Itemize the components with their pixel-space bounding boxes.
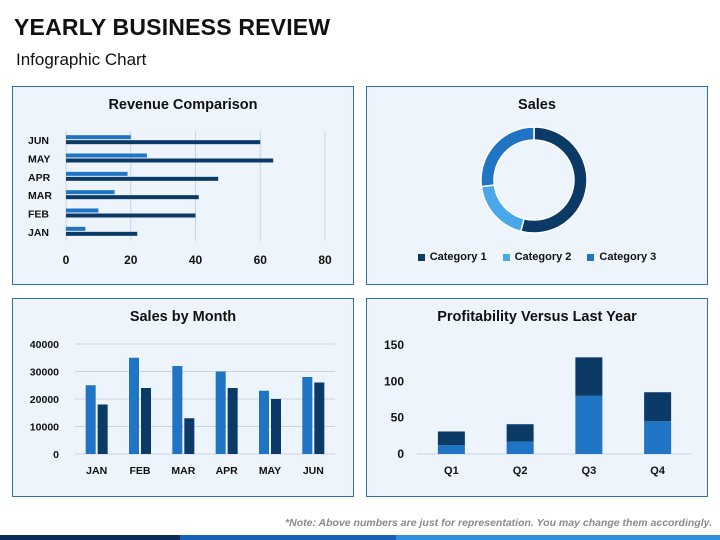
- bar-series-2: [66, 176, 219, 181]
- x-tick-label: 40: [189, 253, 203, 267]
- sales-by-month-title: Sales by Month: [129, 309, 237, 325]
- x-tick-label: 60: [254, 253, 268, 267]
- revenue-comparison-title: Revenue Comparison: [108, 97, 258, 113]
- bar-series-2: [141, 388, 151, 454]
- bar-series-2: [97, 404, 108, 454]
- legend-item-category-2: Category 2: [502, 251, 572, 263]
- bar-series-2: [66, 213, 196, 218]
- y-tick-label: 100: [384, 374, 404, 388]
- category-label: JUN: [28, 135, 49, 147]
- category-label: MAY: [28, 154, 50, 166]
- page-title: YEARLY BUSINESS REVIEW: [14, 14, 331, 40]
- y-tick-label: 0: [53, 449, 59, 461]
- x-tick-label: 20: [124, 253, 138, 267]
- footnote: *Note: Above numbers are just for repres…: [285, 517, 712, 529]
- bar-series-1: [66, 208, 99, 213]
- sales-donut-chart: [480, 126, 588, 234]
- legend-item-category-1: Category 1: [417, 251, 487, 263]
- bar-series-1: [129, 357, 139, 454]
- bar-series-2: [314, 382, 325, 454]
- category-label: FEB: [130, 465, 151, 477]
- y-tick-label: 0: [397, 447, 404, 461]
- category-label: APR: [28, 172, 51, 184]
- category-label: Q4: [650, 465, 666, 477]
- donut-slice-3: [480, 126, 535, 188]
- revenue-comparison-panel: Revenue Comparison 0 20 40 60 80 JAN FEB MAR APR…: [12, 86, 354, 285]
- bar-series-1: [575, 395, 603, 454]
- category-label: MAR: [28, 190, 52, 202]
- bar-series-1: [506, 441, 534, 454]
- x-tick-label: 80: [318, 253, 332, 267]
- bar-series-1: [66, 135, 131, 140]
- profitability-panel: Profitability Versus Last Year 0 50 100 150…: [366, 298, 708, 497]
- y-tick-label: 50: [391, 411, 405, 425]
- legend-item-category-3: Category 3: [587, 251, 656, 263]
- category-label: JAN: [86, 465, 107, 477]
- legend-label-category-1: Category 1: [429, 251, 487, 263]
- bar-series-2: [506, 424, 534, 442]
- y-tick-label: 30000: [30, 367, 59, 379]
- bar-series-2: [184, 418, 195, 454]
- profitability-title: Profitability Versus Last Year: [437, 309, 637, 325]
- category-label: Q3: [582, 465, 597, 477]
- bar-series-1: [85, 385, 96, 454]
- bar-series-2: [66, 140, 261, 145]
- legend-swatch-category-1: [417, 253, 425, 261]
- category-label: JAN: [28, 227, 49, 239]
- sales-legend: Category 1 Category 2 Category 3: [367, 251, 707, 263]
- y-tick-label: 20000: [30, 394, 59, 406]
- bar-series-2: [227, 388, 238, 454]
- page-subtitle: Infographic Chart: [16, 50, 147, 69]
- bar-series-1: [259, 390, 269, 454]
- revenue-comparison-chart: 0 20 40 60 80 JAN FEB MAR APR MAY JUN: [28, 131, 332, 267]
- legend-label-category-2: Category 2: [514, 251, 572, 263]
- bar-series-2: [437, 431, 465, 446]
- category-label: Q1: [444, 465, 459, 477]
- bar-series-1: [66, 171, 128, 176]
- donut-slice-2: [480, 184, 525, 233]
- bar-series-2: [271, 399, 281, 454]
- category-label: FEB: [28, 209, 49, 221]
- category-label: MAY: [259, 465, 281, 477]
- bottom-accent-bar: [0, 535, 720, 540]
- bar-series-2: [644, 392, 672, 422]
- sales-by-month-chart: 0 10000 20000 30000 40000 JAN FEB MAR APR MAY JUN: [30, 339, 335, 477]
- legend-label-category-3: Category 3: [599, 251, 657, 263]
- bar-series-2: [66, 195, 199, 200]
- y-tick-label: 150: [384, 338, 404, 352]
- sales-by-month-panel: Sales by Month 0 10000 20000 30000 40000 JAN F…: [12, 298, 354, 497]
- profitability-chart: 0 50 100 150 Q1 Q2 Q3 Q4: [384, 338, 692, 477]
- bar-series-2: [575, 357, 603, 396]
- bar-series-1: [644, 421, 672, 454]
- x-tick-label: 0: [63, 253, 70, 267]
- legend-swatch-category-2: [502, 253, 510, 261]
- category-label: MAR: [171, 465, 195, 477]
- category-label: Q2: [513, 465, 528, 477]
- sales-title: Sales: [518, 97, 556, 113]
- bar-series-1: [215, 371, 226, 454]
- bar-series-1: [302, 377, 313, 454]
- category-label: APR: [216, 465, 239, 477]
- legend-swatch-category-3: [587, 253, 595, 261]
- y-tick-label: 40000: [30, 339, 59, 351]
- y-tick-label: 10000: [30, 422, 59, 434]
- bar-series-2: [66, 231, 138, 236]
- bar-series-1: [66, 226, 86, 231]
- bar-series-2: [66, 158, 274, 163]
- bar-series-1: [172, 366, 183, 454]
- category-label: JUN: [303, 465, 324, 477]
- sales-panel: Sales Category 1 Category 2 Category 3: [366, 86, 708, 285]
- bar-series-1: [66, 190, 115, 195]
- bar-series-1: [437, 445, 465, 454]
- donut-slice-1: [519, 126, 588, 234]
- bar-series-1: [66, 153, 147, 158]
